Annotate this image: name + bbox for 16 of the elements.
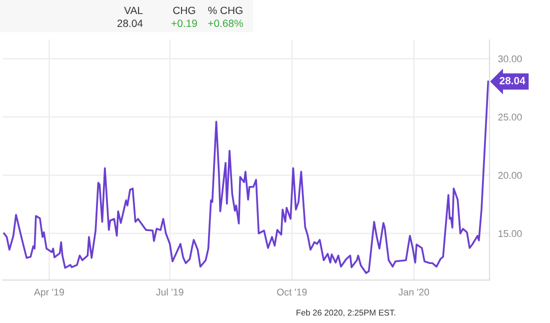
y-tick-label: 30.00 [498, 55, 522, 62]
text: % CHG [208, 6, 242, 14]
x-tick-label: Jan '20 [398, 288, 430, 296]
text: +0.19 [172, 20, 197, 28]
text: CHG [173, 6, 196, 14]
x-tick-label: Jul '19 [156, 288, 184, 296]
text: 28.04 [117, 20, 143, 28]
y-tick-label: 25.00 [498, 114, 522, 121]
x-tick-label: Oct '19 [277, 288, 307, 296]
x-tick-label: Apr '19 [34, 288, 64, 298]
y-tick-label: 15.00 [498, 230, 522, 238]
text: Feb 26 2020, 2:25PM EST. [296, 309, 396, 317]
text: VAL [124, 6, 143, 14]
data-label: 28.04 [500, 76, 526, 84]
text: +0.68% [208, 20, 243, 28]
y-tick-label: 20.00 [498, 172, 522, 179]
